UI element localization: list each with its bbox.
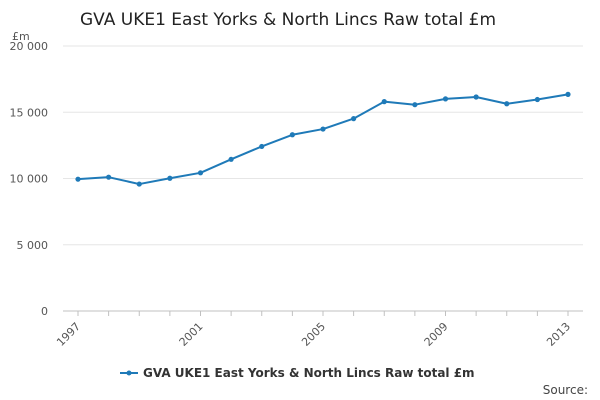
source-label: Source: [543,383,588,397]
series-group [75,91,571,187]
data-point[interactable] [106,174,112,180]
x-tick-label: 2001 [177,320,206,349]
data-point[interactable] [534,96,540,103]
data-point[interactable] [259,143,265,150]
data-point[interactable] [473,94,479,100]
x-tick-label: 1997 [54,320,83,349]
data-point[interactable] [197,170,204,176]
data-point[interactable] [75,176,81,182]
data-point[interactable] [289,132,295,138]
data-point[interactable] [442,96,449,102]
y-tick-label: 15 000 [10,106,49,119]
x-tick-label: 2009 [422,320,451,349]
x-tick-label: 2013 [544,320,573,349]
series-line [77,93,569,186]
legend[interactable]: GVA UKE1 East Yorks & North Lincs Raw to… [120,366,475,380]
data-point[interactable] [167,175,173,181]
data-point[interactable] [412,102,418,108]
x-axis-ticks: 1997 2001 2005 2009 2013 [54,311,573,349]
legend-label: GVA UKE1 East Yorks & North Lincs Raw to… [143,366,475,380]
chart-title: GVA UKE1 East Yorks & North Lincs Raw to… [80,10,496,30]
data-point[interactable] [228,156,234,162]
data-point[interactable] [381,99,387,105]
y-axis-unit-label: £m [12,30,30,43]
x-tick-label: 2005 [299,320,328,349]
y-tick-label: 20 000 [10,40,49,53]
y-tick-label: 5 000 [17,239,49,252]
data-point[interactable] [136,181,142,187]
grid-lines [63,45,583,246]
data-point[interactable] [504,101,510,107]
data-point[interactable] [565,91,571,97]
data-point[interactable] [320,126,326,132]
y-tick-label: 10 000 [10,173,49,186]
y-axis-ticks: 0 5 000 10 000 15 000 20 000 [10,40,49,318]
y-tick-label: 0 [41,305,48,318]
data-point[interactable] [351,116,357,122]
legend-swatch-marker [126,370,132,376]
